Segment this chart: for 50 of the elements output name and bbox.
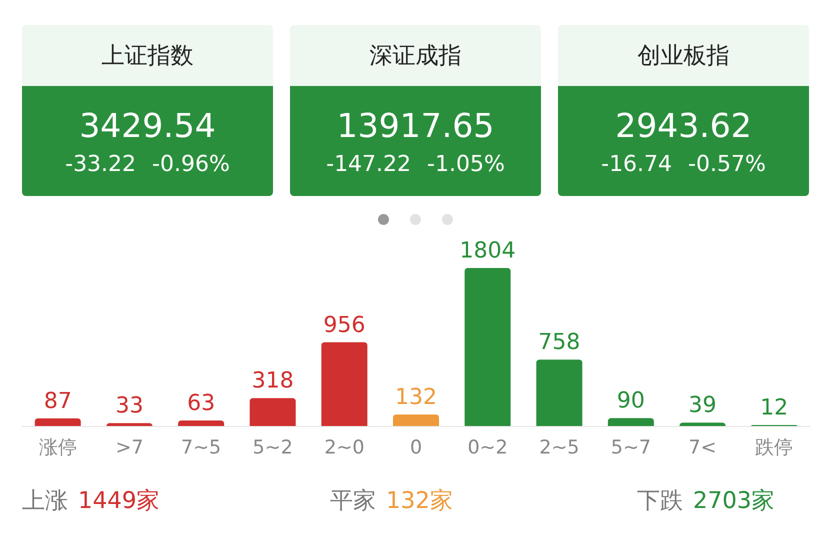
text: 创业板指	[558, 25, 809, 86]
bar	[393, 414, 439, 426]
data-label: 1804	[460, 238, 516, 264]
x-tick-label: 5~2	[252, 436, 293, 458]
x-tick-label: 2~5	[539, 436, 580, 458]
bar	[250, 398, 296, 426]
bar	[321, 342, 368, 426]
text: 2703家	[693, 488, 775, 514]
x-tick-label: >7	[115, 436, 144, 458]
bar	[34, 418, 81, 426]
data-label: 758	[538, 330, 580, 356]
bar	[608, 418, 654, 426]
text: -0.96%	[152, 152, 230, 177]
text: 上证指数	[22, 25, 273, 86]
text: 132家	[386, 488, 453, 514]
category-label: 平家	[330, 488, 376, 514]
bar	[536, 360, 582, 426]
x-tick-label: 0	[410, 436, 422, 458]
data-label: 33	[115, 394, 144, 419]
category-label: 下跌	[637, 488, 683, 514]
text: 3429.54	[78, 105, 217, 146]
data-label: 132	[395, 384, 437, 410]
bar	[106, 423, 152, 426]
bar	[464, 268, 511, 426]
text: 1449家	[78, 488, 160, 514]
data-label: 12	[760, 395, 788, 420]
text: 深证成指	[290, 25, 541, 86]
data-label: 90	[616, 388, 645, 414]
x-tick-label: 7~5	[181, 436, 222, 458]
text: -16.74	[601, 152, 672, 177]
x-tick-label: 2~0	[324, 436, 364, 458]
data-label: 318	[252, 368, 294, 394]
text: 2943.62	[614, 105, 753, 146]
text: -33.22	[65, 152, 136, 177]
data-label: 956	[323, 312, 366, 338]
x-tick-label: 涨停	[38, 436, 77, 458]
category-label: 上涨	[22, 488, 68, 514]
data-label: 63	[187, 390, 216, 416]
x-tick-label: 0~2	[468, 436, 508, 458]
text: -1.05%	[427, 152, 505, 177]
data-label: 87	[44, 388, 72, 414]
data-label: 39	[688, 393, 717, 418]
text: -0.57%	[688, 152, 766, 177]
text: -147.22	[326, 152, 412, 177]
x-tick-label: 5~7	[610, 436, 651, 458]
x-tick-label: 跌停	[755, 436, 794, 458]
x-tick-label: 7<	[688, 436, 717, 458]
bar	[680, 422, 726, 426]
text: 13917.65	[336, 105, 496, 146]
bar	[178, 420, 224, 426]
